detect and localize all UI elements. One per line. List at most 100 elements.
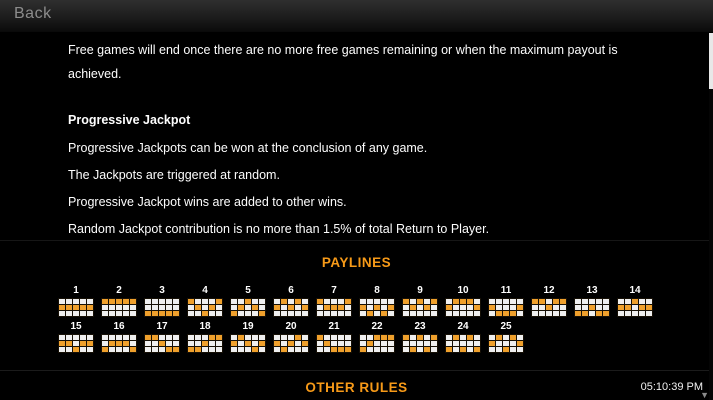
scrollbar-track[interactable] xyxy=(709,33,713,400)
payline-cell-active xyxy=(130,347,136,352)
payline-cell-active xyxy=(259,311,265,316)
payline-cell-active xyxy=(338,347,344,352)
payline-cell xyxy=(582,299,588,304)
payline-cell xyxy=(130,335,136,340)
payline-cell xyxy=(625,299,631,304)
payline-cell-active xyxy=(166,311,172,316)
jackpot-rule-text: Progressive Jackpots can be won at the c… xyxy=(68,141,428,155)
payline-cell xyxy=(331,311,337,316)
payline-cell-active xyxy=(503,347,509,352)
payline-cell xyxy=(59,311,65,316)
payline-cell xyxy=(503,299,509,304)
payline-cell xyxy=(417,347,423,352)
payline-cell xyxy=(410,311,416,316)
payline-cell xyxy=(259,347,265,352)
payline-cell xyxy=(166,305,172,310)
payline-cell xyxy=(173,299,179,304)
payline-cell-active xyxy=(209,335,215,340)
payline-cell xyxy=(288,311,294,316)
payline: 25 xyxy=(488,321,524,353)
payline: 17 xyxy=(144,321,180,353)
payline-cell xyxy=(453,347,459,352)
payline-cell xyxy=(446,341,452,346)
payline-cell xyxy=(73,299,79,304)
payline-cell-active xyxy=(188,299,194,304)
payline-cell xyxy=(281,305,287,310)
payline-cell xyxy=(625,311,631,316)
payline-cell xyxy=(317,347,323,352)
payline-cell-active xyxy=(173,347,179,352)
payline-cell-active xyxy=(582,311,588,316)
payline-cell xyxy=(102,311,108,316)
payline-cell xyxy=(417,305,423,310)
payline-cell xyxy=(152,305,158,310)
payline-cell xyxy=(324,299,330,304)
payline-cell xyxy=(209,311,215,316)
payline-cell xyxy=(582,305,588,310)
payline-cell xyxy=(388,299,394,304)
payline-cell-active xyxy=(410,347,416,352)
payline-cell-active xyxy=(288,341,294,346)
rules-text-block: Free games will end once there are no mo… xyxy=(68,38,648,244)
payline-cell-active xyxy=(66,305,72,310)
payline-cell xyxy=(152,347,158,352)
scrollbar-thumb[interactable] xyxy=(709,33,713,89)
payline-cell-active xyxy=(489,341,495,346)
payline-cell xyxy=(639,299,645,304)
paylines-section: PAYLINES 1 2 3 4 5 6 7 8 9 10 11 12 13 14 15 16 17 18 19 2… xyxy=(0,240,713,353)
payline-cell-active xyxy=(417,299,423,304)
payline-number: 2 xyxy=(116,285,122,296)
payline-number: 7 xyxy=(331,285,337,296)
payline-cell xyxy=(453,311,459,316)
scroll-down-icon[interactable]: ▼ xyxy=(700,390,709,400)
payline-cell xyxy=(367,305,373,310)
clock-time: 05:10:39 PM xyxy=(640,381,703,393)
payline-cell xyxy=(603,299,609,304)
payline-cell xyxy=(80,311,86,316)
payline-cell xyxy=(596,299,602,304)
payline-cell xyxy=(281,311,287,316)
payline-cell xyxy=(166,341,172,346)
payline-cell xyxy=(345,305,351,310)
payline-cell xyxy=(532,311,538,316)
payline-cell-active xyxy=(431,299,437,304)
payline-cell-active xyxy=(259,341,265,346)
payline-cell-active xyxy=(109,299,115,304)
payline-cell-active xyxy=(446,347,452,352)
payline-cell xyxy=(152,299,158,304)
payline-cell-active xyxy=(539,299,545,304)
payline-cell xyxy=(259,299,265,304)
payline-number: 25 xyxy=(500,321,512,332)
payline-cell xyxy=(102,341,108,346)
payline-cell-active xyxy=(403,335,409,340)
payline-cell xyxy=(159,347,165,352)
payline-cell-active xyxy=(66,341,72,346)
payline-cell-active xyxy=(625,305,631,310)
payline-cell xyxy=(360,335,366,340)
payline: 14 xyxy=(617,285,653,317)
payline-cell xyxy=(403,305,409,310)
payline-cell-active xyxy=(532,299,538,304)
payline-cell xyxy=(403,311,409,316)
payline-cell-active xyxy=(639,305,645,310)
payline-grid xyxy=(488,298,524,317)
payline-cell-active xyxy=(460,347,466,352)
payline-cell xyxy=(281,335,287,340)
payline-cell xyxy=(188,305,194,310)
payline-cell-active xyxy=(345,299,351,304)
payline-grid xyxy=(359,298,395,317)
payline-cell-active xyxy=(195,305,201,310)
payline-cell xyxy=(460,305,466,310)
payline-cell xyxy=(159,299,165,304)
payline-cell xyxy=(367,299,373,304)
payline-cell xyxy=(446,299,452,304)
payline-cell-active xyxy=(446,305,452,310)
back-button[interactable]: Back xyxy=(14,5,52,22)
payline-cell-active xyxy=(152,335,158,340)
payline-cell-active xyxy=(245,341,251,346)
payline-cell xyxy=(381,299,387,304)
payline-cell-active xyxy=(145,335,151,340)
payline-cell xyxy=(238,299,244,304)
payline-number: 3 xyxy=(159,285,165,296)
payline-grid xyxy=(359,334,395,353)
